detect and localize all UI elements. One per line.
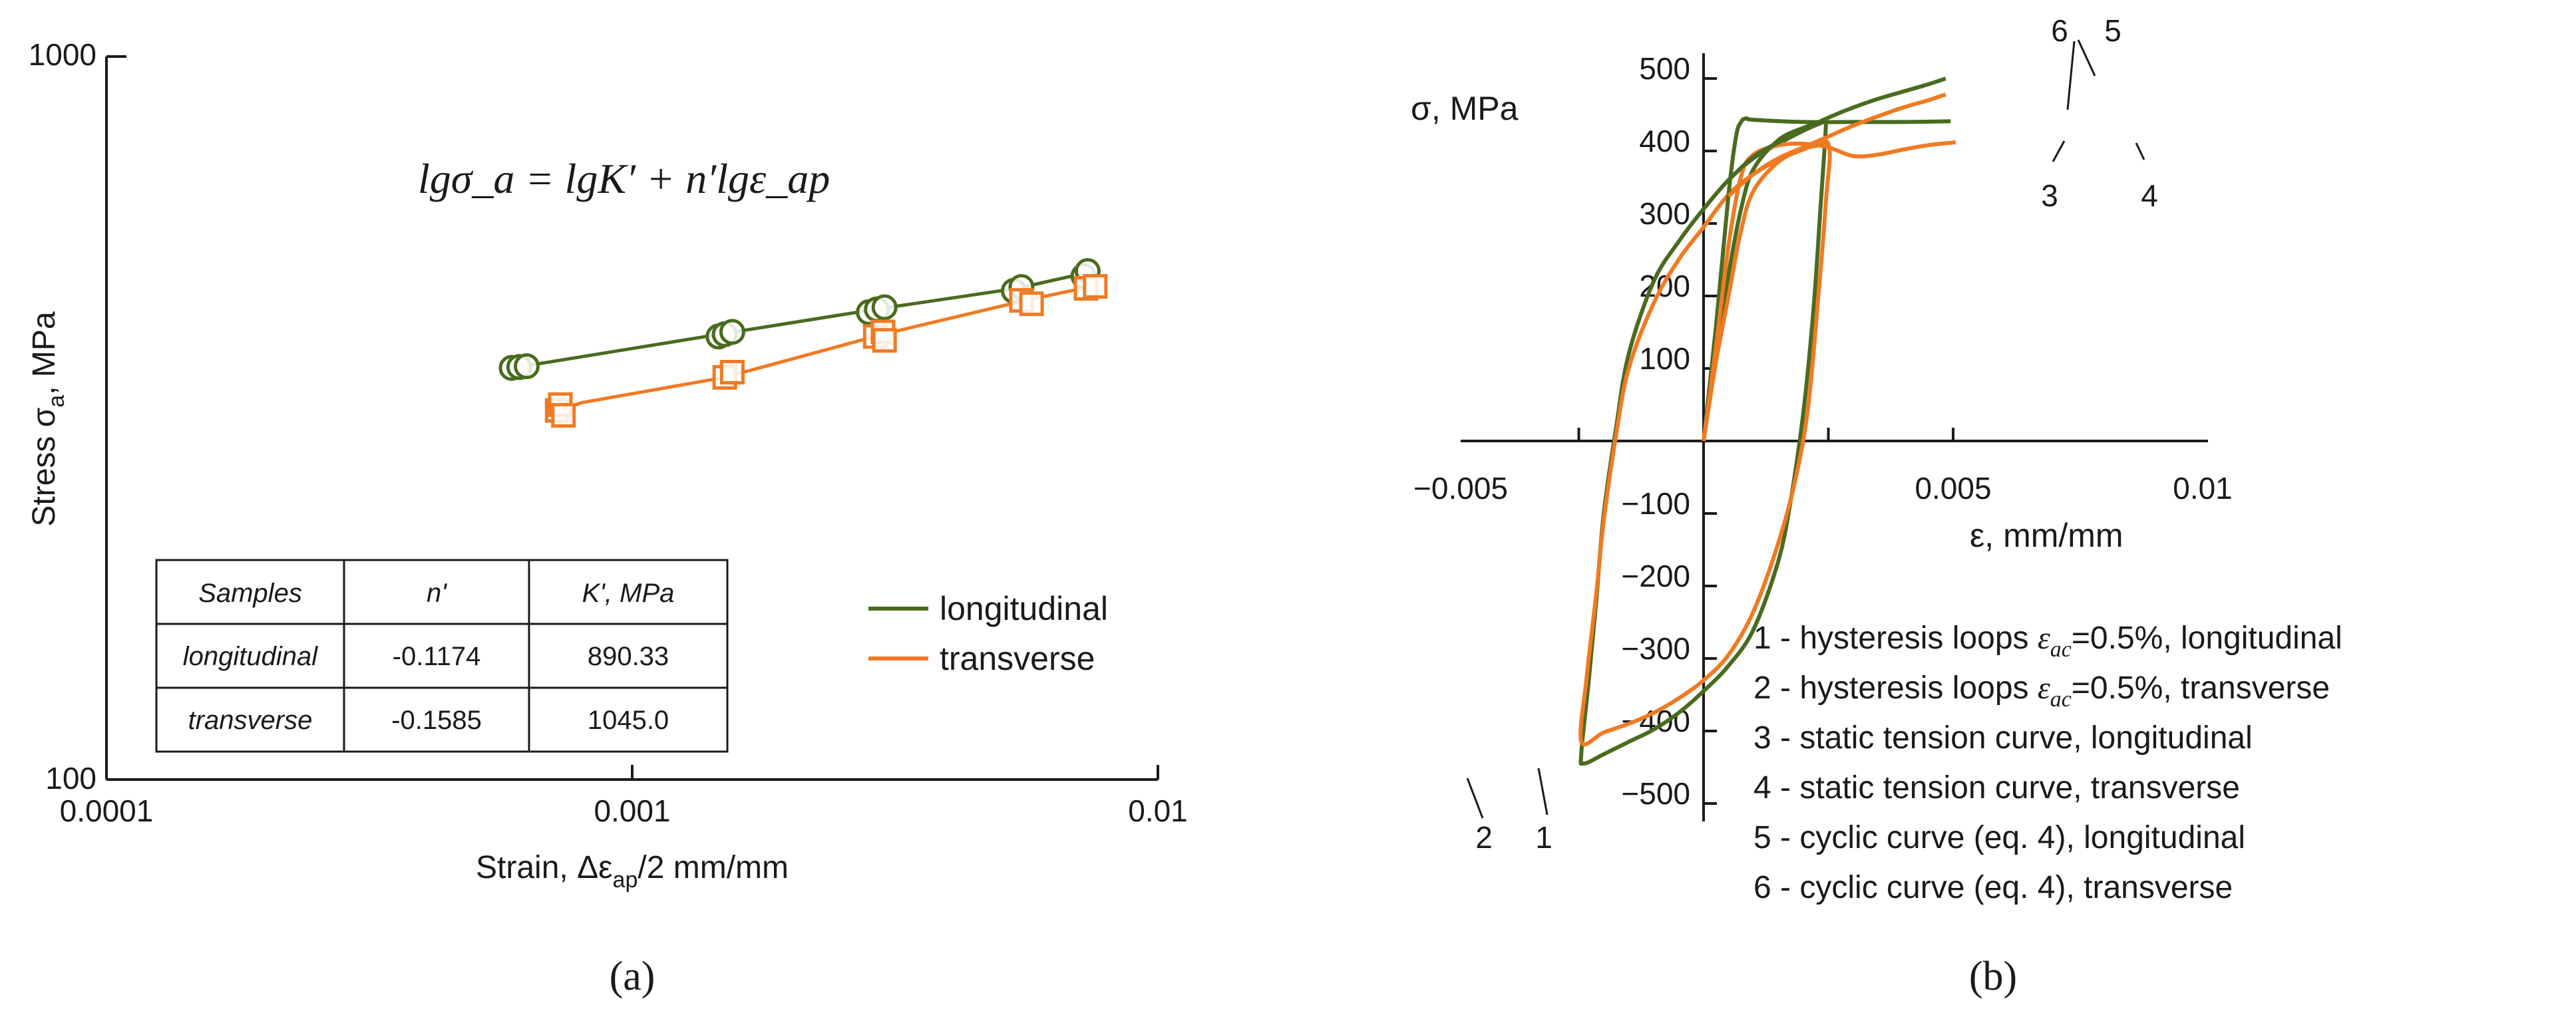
b-x-tick-label-0.005: 0.005 <box>1915 471 1991 506</box>
b-y-tick-label-neg500: −500 <box>1621 776 1690 811</box>
b-panel-label: (b) <box>1969 954 2017 999</box>
b-curve-4 <box>1702 140 1956 442</box>
b-curve-5 <box>1727 76 1946 182</box>
a-marker-transverse <box>719 360 745 384</box>
a-marker-transverse <box>872 328 897 353</box>
b-leader-arrows <box>1466 39 2145 819</box>
a-marker-longitudinal <box>871 294 898 321</box>
a-markers <box>498 258 1108 428</box>
b-legend-item-1: 1 - hysteresis loops εac=0.5%, longitudi… <box>1753 621 2342 662</box>
b-curves <box>1578 76 1956 766</box>
b-curve-label-2: 2 <box>1475 820 1493 855</box>
b-legend-item-4: 4 - static tension curve, transverse <box>1753 770 2240 805</box>
panel-b: −0.005 0.005 0.01 500 400 300 200 100 −1… <box>1411 13 2342 999</box>
b-curve-label-4: 4 <box>2141 178 2158 213</box>
b-y-tick-label-neg100: −100 <box>1621 486 1690 521</box>
a-panel-label: (a) <box>610 954 655 999</box>
b-x-tick-label-0.01: 0.01 <box>2173 471 2233 506</box>
a-y-tick-label-100: 100 <box>45 761 96 796</box>
leader-arrow-4 <box>2135 142 2145 160</box>
b-y-tick-label-neg200: −200 <box>1621 559 1690 593</box>
a-marker-longitudinal <box>719 319 745 345</box>
a-table-header-k: K', MPa <box>582 579 675 608</box>
a-marker-longitudinal <box>514 353 540 380</box>
b-legend-item-5: 5 - cyclic curve (eq. 4), longitudinal <box>1753 820 2245 855</box>
b-y-axis-label: σ, MPa <box>1411 90 1519 127</box>
b-curve-label-3: 3 <box>2041 178 2058 213</box>
a-table-cell: 890.33 <box>588 642 669 671</box>
a-legend-label-transverse: transverse <box>940 640 1095 677</box>
leader-arrow-1 <box>1537 768 1549 815</box>
a-table-cell: longitudinal <box>183 642 318 671</box>
b-y-tick-label-400: 400 <box>1639 124 1690 158</box>
a-marker-transverse <box>551 402 576 428</box>
a-legend-label-longitudinal: longitudinal <box>940 590 1108 627</box>
b-legend-item-2: 2 - hysteresis loops εac=0.5%, transvers… <box>1753 670 2330 712</box>
leader-arrow-3 <box>2052 140 2066 162</box>
b-x-axis-label: ε, mm/mm <box>1970 517 2123 554</box>
panel-a: 1000 100 0.0001 0.001 0.01 Stress σa, MP… <box>27 37 1188 999</box>
b-legend-item-3: 3 - static tension curve, longitudinal <box>1753 720 2253 756</box>
b-y-tick-label-neg300: −300 <box>1621 631 1690 666</box>
b-curve-6 <box>1727 92 1946 198</box>
a-table-header-samples: Samples <box>198 579 302 608</box>
a-x-tick-label-0.01: 0.01 <box>1128 794 1188 828</box>
b-curve-label-1: 1 <box>1535 820 1553 855</box>
a-table-header-n: n' <box>427 579 447 608</box>
b-legend-item-6: 6 - cyclic curve (eq. 4), transverse <box>1753 870 2233 905</box>
a-table-cell: 1045.0 <box>588 706 669 735</box>
a-table-frame <box>155 559 729 753</box>
leader-arrow-6 <box>2066 41 2076 110</box>
a-marker-transverse <box>1019 291 1044 317</box>
a-x-axis-label: Strain, Δεap/2 mm/mm <box>476 850 789 893</box>
a-x-tick-label-0.001: 0.001 <box>594 794 670 828</box>
leader-arrow-5 <box>2077 39 2096 76</box>
a-line-longitudinal <box>507 271 1087 370</box>
b-y-tick-label-500: 500 <box>1639 51 1690 86</box>
b-curve-label-6: 6 <box>2051 13 2068 48</box>
b-curve-label-5: 5 <box>2104 13 2121 48</box>
a-y-tick-label-1000: 1000 <box>29 37 96 72</box>
b-y-tick-label-300: 300 <box>1639 196 1690 231</box>
b-x-tick-label-neg0.005: −0.005 <box>1413 471 1508 506</box>
a-table-cell: -0.1174 <box>393 642 481 671</box>
a-table: Samples n' K', MPa longitudinal -0.1174 … <box>155 559 729 753</box>
a-table-cell: -0.1585 <box>391 706 482 735</box>
a-y-axis-label: Stress σa, MPa <box>27 311 69 527</box>
a-table-cell: transverse <box>188 706 313 735</box>
a-x-tick-label-0.0001: 0.0001 <box>60 794 154 828</box>
a-legend: longitudinal transverse <box>868 590 1108 677</box>
a-marker-transverse <box>1083 274 1108 299</box>
b-y-tick-label-100: 100 <box>1639 341 1690 376</box>
b-ticks <box>1577 77 1954 805</box>
b-legend: 1 - hysteresis loops εac=0.5%, longitudi… <box>1753 621 2342 905</box>
leader-arrow-2 <box>1466 778 1484 819</box>
a-equation: lgσ_a = lgK′ + n′lgε_ap <box>418 155 830 202</box>
